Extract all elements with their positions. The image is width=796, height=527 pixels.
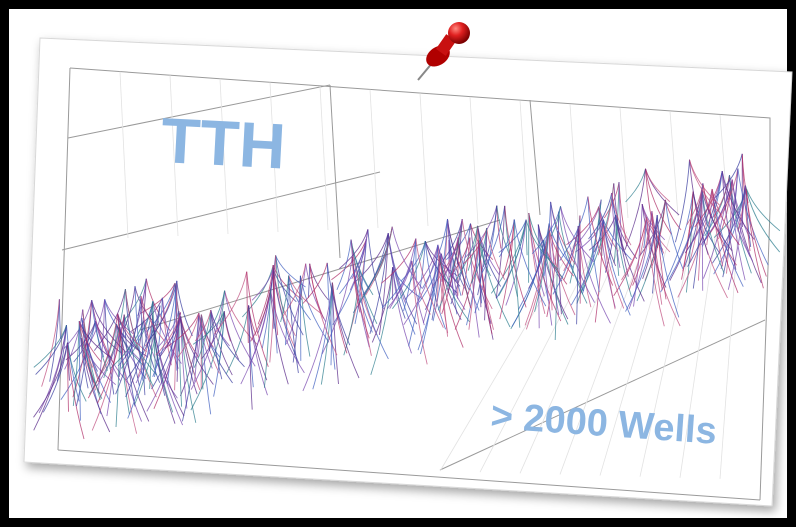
scene: TTH > 2000 Wells (0, 0, 796, 527)
pin-head (448, 22, 470, 44)
page: TTH > 2000 Wells (() => { const data = J… (0, 0, 796, 527)
title: TTH (159, 104, 287, 182)
